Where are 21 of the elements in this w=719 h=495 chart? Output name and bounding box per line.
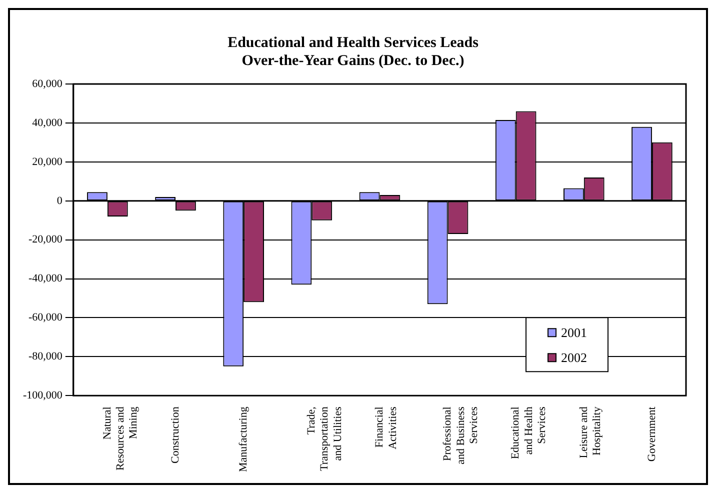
y-tick-label: -80,000 — [28, 350, 63, 363]
y-tick-label: 60,000 — [32, 78, 63, 90]
x-tick-label: Professional and Business Services — [442, 406, 480, 464]
x-tick-label: Trade, Transportation and Utilities — [306, 406, 344, 472]
x-tick-label: Construction — [169, 406, 182, 464]
text: Over-the-Year Gains (Dec. to Dec.) — [242, 52, 464, 69]
x-tick-label: Government — [646, 406, 658, 462]
y-tick-label: -100,000 — [22, 390, 63, 402]
text: Educational and Health Services Leads — [228, 34, 478, 51]
y-tick-label: 40,000 — [32, 116, 63, 129]
legend-label: 2001 — [561, 325, 587, 340]
x-tick-label: Natural Resources and Mining — [101, 406, 140, 470]
y-tick-label: 20,000 — [32, 156, 63, 168]
y-tick-label: -20,000 — [28, 234, 63, 246]
x-tick-label: Leisure and Hospitality — [578, 406, 603, 458]
x-tick-label: Manufacturing — [237, 406, 250, 472]
y-tick-label: -60,000 — [28, 312, 63, 324]
y-tick-label: 0 — [56, 194, 63, 207]
y-tick-label: -40,000 — [28, 272, 63, 285]
x-tick-label: Educational and Health Services — [510, 406, 548, 460]
legend-label: 2002 — [561, 350, 587, 366]
